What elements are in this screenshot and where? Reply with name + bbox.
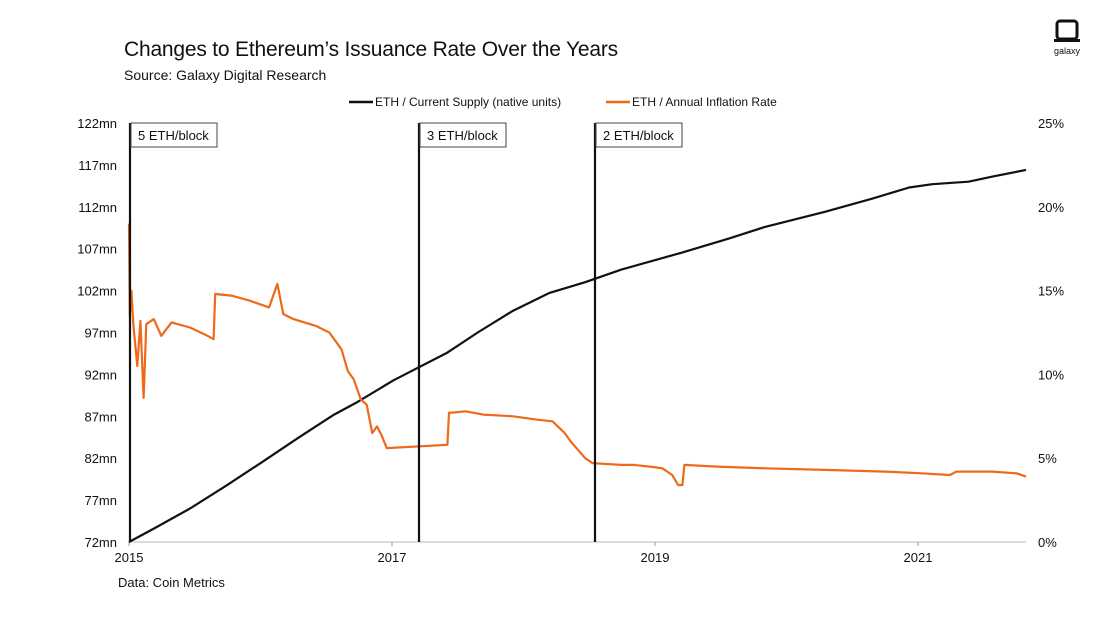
y-left-tick-label: 72mn — [84, 535, 117, 550]
y-left-tick-label: 102mn — [77, 284, 117, 299]
y-right-tick-label: 25% — [1038, 116, 1064, 131]
y-left-tick-label: 107mn — [77, 242, 117, 257]
x-tick-label: 2021 — [904, 550, 933, 565]
chart-subtitle: Source: Galaxy Digital Research — [124, 67, 327, 83]
y-left-tick-label: 87mn — [84, 409, 117, 424]
galaxy-logo-icon — [1054, 19, 1080, 42]
y-left-tick-label: 112mn — [78, 200, 117, 215]
y-right-tick-label: 5% — [1038, 451, 1057, 466]
annotation-layer: 5 ETH/block 3 ETH/block 2 ETH/block — [128, 122, 683, 542]
legend-label: ETH / Current Supply (native units) — [375, 95, 561, 109]
annotation-label: 2 ETH/block — [603, 128, 674, 143]
y-left-tick-label: 77mn — [84, 493, 117, 508]
axes-layer: 72mn 77mn 82mn 87mn 92mn 97mn 102mn 107mn 112mn 1… — [77, 116, 1064, 565]
annotation-box — [595, 122, 683, 148]
y-left-tick-label: 82mn — [84, 451, 117, 466]
x-tick-label: 2017 — [378, 550, 407, 565]
annotation-box — [419, 122, 507, 148]
data-source-note: Data: Coin Metrics — [118, 575, 225, 590]
chart-title: Changes to Ethereum’s Issuance Rate Over… — [124, 38, 618, 61]
y-right-tick-label: 15% — [1038, 284, 1064, 299]
y-left-tick-label: 122mn — [77, 116, 117, 131]
annotation-box — [130, 122, 218, 148]
series-line — [128, 168, 1027, 543]
annotation-label: 3 ETH/block — [427, 128, 498, 143]
y-left-tick-label: 92mn — [84, 367, 117, 382]
legend: ETH / Current Supply (native units) ETH /… — [349, 95, 777, 109]
y-right-tick-label: 0% — [1038, 535, 1057, 550]
x-tick-label: 2015 — [115, 550, 144, 565]
series-layer — [127, 168, 1027, 543]
series-line — [127, 223, 1027, 487]
annotation-label: 5 ETH/block — [138, 128, 209, 143]
y-left-tick-label: 97mn — [84, 326, 117, 341]
y-right-tick-label: 20% — [1038, 200, 1064, 215]
x-tick-label: 2019 — [641, 550, 670, 565]
brand-logo-text: galaxy — [1053, 46, 1080, 56]
y-left-tick-label: 117mn — [78, 158, 117, 173]
y-right-tick-label: 10% — [1038, 367, 1064, 382]
legend-label: ETH / Annual Inflation Rate — [632, 95, 777, 109]
